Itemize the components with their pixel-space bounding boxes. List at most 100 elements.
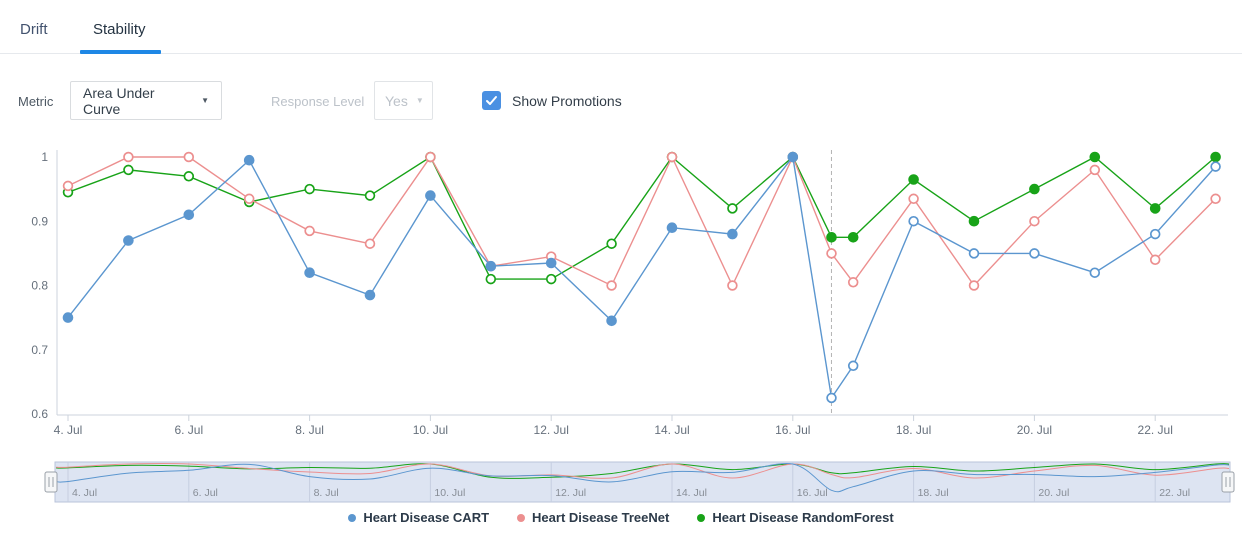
data-point-marker[interactable] — [1089, 267, 1101, 278]
data-point-marker[interactable] — [62, 180, 74, 192]
show-promotions-checkbox[interactable] — [482, 91, 501, 110]
show-promotions-label: Show Promotions — [512, 93, 622, 109]
data-point-marker[interactable] — [1029, 248, 1040, 259]
data-point-marker[interactable] — [1089, 151, 1101, 163]
data-point-marker[interactable] — [787, 151, 799, 163]
data-point-marker[interactable] — [1210, 151, 1221, 163]
x-axis-tick-label: 18. Jul — [896, 423, 931, 437]
data-point-marker[interactable] — [826, 232, 837, 243]
chart-range-navigator[interactable]: 4. Jul 6. Jul 8. Jul 10. Jul 12. Jul 14. Jul 1… — [0, 458, 1242, 506]
data-point-marker[interactable] — [304, 183, 315, 195]
data-point-marker[interactable] — [826, 392, 837, 404]
metric-select[interactable]: Area Under Curve ▼ — [70, 81, 222, 120]
data-point-marker[interactable] — [908, 174, 919, 185]
chevron-down-icon: ▼ — [415, 96, 424, 105]
metric-select-value: Area Under Curve — [83, 84, 155, 117]
navigator-right-handle[interactable] — [1221, 471, 1235, 493]
navigator-tick-label: 14. Jul — [676, 487, 707, 499]
data-point-marker[interactable] — [364, 190, 376, 201]
data-point-marker[interactable] — [606, 315, 617, 327]
data-point-marker[interactable] — [1029, 215, 1040, 227]
tab-stability[interactable]: Stability — [93, 21, 146, 38]
data-point-marker[interactable] — [243, 193, 255, 205]
legend-item-treenet[interactable]: Heart Disease TreeNet — [517, 510, 669, 525]
data-point-marker[interactable] — [364, 238, 376, 249]
data-point-marker[interactable] — [847, 232, 859, 243]
data-point-marker[interactable] — [1149, 228, 1161, 240]
data-point-marker[interactable] — [1149, 254, 1161, 266]
data-point-marker[interactable] — [485, 273, 497, 285]
data-point-marker[interactable] — [304, 267, 315, 278]
y-axis-tick-label: 0.6 — [31, 407, 48, 421]
data-point-marker[interactable] — [62, 312, 74, 323]
navigator-left-handle[interactable] — [44, 471, 58, 493]
data-point-marker[interactable] — [968, 215, 980, 227]
metric-label: Metric — [18, 94, 54, 109]
x-axis-tick-label: 16. Jul — [775, 423, 810, 437]
data-point-marker[interactable] — [1089, 164, 1101, 176]
chart-legend: Heart Disease CART Heart Disease TreeNet… — [0, 510, 1242, 525]
navigator-tick-label: 16. Jul — [797, 487, 828, 499]
data-point-marker[interactable] — [545, 273, 557, 285]
data-point-marker[interactable] — [908, 215, 919, 227]
legend-item-randomforest[interactable]: Heart Disease RandomForest — [697, 510, 894, 525]
legend-item-cart[interactable]: Heart Disease CART — [348, 510, 489, 525]
data-point-marker[interactable] — [666, 151, 678, 163]
data-point-marker[interactable] — [183, 151, 195, 163]
data-point-marker[interactable] — [183, 171, 195, 182]
navigator-tick-label: 10. Jul — [434, 487, 465, 499]
data-point-marker[interactable] — [123, 151, 134, 163]
data-point-marker[interactable] — [1210, 161, 1221, 172]
navigator-series-line — [55, 462, 1230, 493]
data-point-marker[interactable] — [425, 190, 436, 201]
legend-label: Heart Disease RandomForest — [712, 510, 894, 525]
data-point-marker[interactable] — [727, 280, 738, 291]
data-point-marker[interactable] — [727, 228, 738, 240]
data-point-marker[interactable] — [968, 248, 980, 259]
series-dot-icon — [517, 513, 526, 522]
navigator-tick-label: 6. Jul — [193, 487, 218, 499]
data-point-marker[interactable] — [123, 235, 134, 246]
x-axis-tick-label: 14. Jul — [654, 423, 689, 437]
navigator-series-line — [55, 463, 1230, 479]
tab-drift[interactable]: Drift — [20, 21, 48, 38]
navigator-tick-label: 4. Jul — [72, 487, 97, 499]
data-point-marker[interactable] — [364, 289, 376, 301]
x-axis-tick-label: 8. Jul — [295, 423, 324, 437]
data-point-marker[interactable] — [847, 360, 859, 372]
navigator-tick-label: 12. Jul — [555, 487, 586, 499]
navigator-tick-label: 18. Jul — [918, 487, 949, 499]
response-level-select[interactable]: Yes ▼ — [374, 81, 433, 120]
x-axis-tick-label: 20. Jul — [1017, 423, 1052, 437]
series-dot-icon — [697, 513, 706, 522]
stability-line-chart[interactable]: 1 0.9 0.8 0.7 0.6 4. Jul 6. Jul 8. Jul 10. Jul 12… — [0, 140, 1242, 452]
legend-label: Heart Disease TreeNet — [532, 510, 670, 525]
data-point-marker[interactable] — [243, 154, 255, 166]
data-point-marker[interactable] — [1149, 203, 1161, 214]
data-point-marker[interactable] — [847, 277, 859, 288]
series-dot-icon — [348, 513, 357, 522]
x-axis-tick-label: 12. Jul — [534, 423, 569, 437]
chevron-down-icon: ▼ — [201, 96, 209, 105]
y-axis-tick-label: 0.8 — [31, 279, 48, 293]
x-axis-tick-label: 10. Jul — [413, 423, 448, 437]
x-axis-tick-label: 22. Jul — [1138, 423, 1173, 437]
data-point-marker[interactable] — [666, 222, 678, 233]
data-point-marker[interactable] — [123, 164, 134, 176]
data-point-marker[interactable] — [545, 257, 557, 269]
data-point-marker[interactable] — [425, 151, 436, 163]
data-point-marker[interactable] — [183, 209, 195, 221]
data-point-marker[interactable] — [485, 260, 497, 272]
y-axis-tick-label: 0.9 — [31, 214, 48, 228]
data-point-marker[interactable] — [826, 248, 837, 259]
data-point-marker[interactable] — [968, 280, 980, 291]
data-point-marker[interactable] — [727, 203, 738, 214]
data-point-marker[interactable] — [606, 238, 617, 249]
data-point-marker[interactable] — [304, 225, 315, 237]
active-tab-underline — [80, 50, 161, 54]
data-point-marker[interactable] — [1210, 193, 1221, 205]
data-point-marker[interactable] — [606, 280, 617, 291]
series-line — [67, 155, 1217, 280]
data-point-marker[interactable] — [908, 193, 919, 205]
data-point-marker[interactable] — [1029, 183, 1040, 195]
